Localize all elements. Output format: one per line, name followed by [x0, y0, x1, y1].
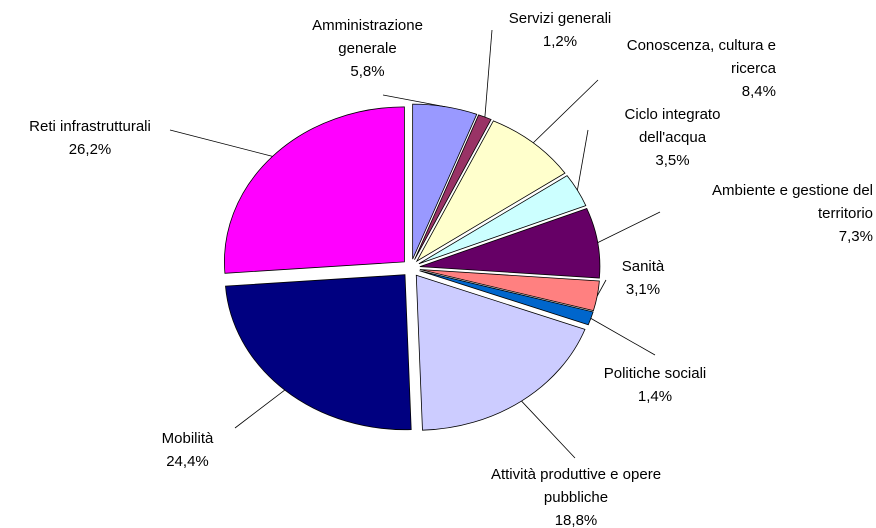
leader-line [532, 79, 599, 144]
pie-slice [225, 274, 412, 431]
slice-value: 5,8% [350, 63, 385, 80]
slice-value: 1,2% [542, 33, 578, 50]
slice-name: Attività produttive e opere pubbliche [490, 466, 662, 506]
slice-label: Amministrazione generale 5,8% [300, 14, 435, 83]
slice-label: Ambiente e gestione del territorio 7,3% [660, 179, 873, 248]
slice-value: 7,3% [838, 228, 873, 245]
slice-name: Conoscenza, cultura e ricerca [626, 37, 776, 77]
pie-slice [415, 120, 566, 263]
pie-slice [415, 274, 586, 431]
slice-label: Attività produttive e opere pubbliche 18,… [490, 463, 662, 528]
slice-label: Politiche sociali 1,4% [575, 362, 735, 408]
slice-value: 3,5% [655, 152, 690, 169]
slice-value: 3,1% [625, 281, 661, 298]
slice-name: Ciclo integrato dell'acqua [624, 106, 721, 146]
slice-value: 24,4% [166, 453, 209, 470]
slice-name: Servizi generali [508, 10, 612, 27]
leader-line [597, 211, 661, 243]
slice-value: 1,4% [637, 388, 673, 405]
leader-line [521, 400, 576, 459]
slice-label: Sanità 3,1% [600, 255, 686, 301]
leader-line [596, 279, 607, 297]
leader-line [234, 389, 286, 429]
slice-name: Politiche sociali [603, 365, 707, 382]
slice-label: Ciclo integrato dell'acqua 3,5% [600, 103, 745, 172]
leader-line [169, 129, 273, 157]
slice-label: Servizi generali 1,2% [490, 7, 630, 53]
slice-name: Ambiente e gestione del territorio [712, 182, 873, 222]
leader-line [590, 318, 656, 356]
slice-name: Amministrazione generale [312, 17, 423, 57]
slice-label: Mobilità 24,4% [140, 427, 235, 473]
slice-label: Conoscenza, cultura e ricerca 8,4% [590, 34, 776, 103]
slice-name: Mobilità [161, 430, 214, 447]
leader-line [484, 29, 493, 118]
pie-slice [224, 106, 405, 274]
slice-value: 18,8% [554, 512, 598, 528]
slice-label: Reti infrastrutturali 26,2% [0, 115, 180, 161]
slice-name: Sanità [621, 258, 665, 275]
pie-slice [419, 270, 594, 326]
leader-line [382, 94, 446, 108]
slice-value: 8,4% [741, 83, 776, 100]
leader-line [576, 129, 589, 191]
slice-name: Reti infrastrutturali [29, 118, 151, 135]
slice-value: 26,2% [68, 141, 112, 158]
